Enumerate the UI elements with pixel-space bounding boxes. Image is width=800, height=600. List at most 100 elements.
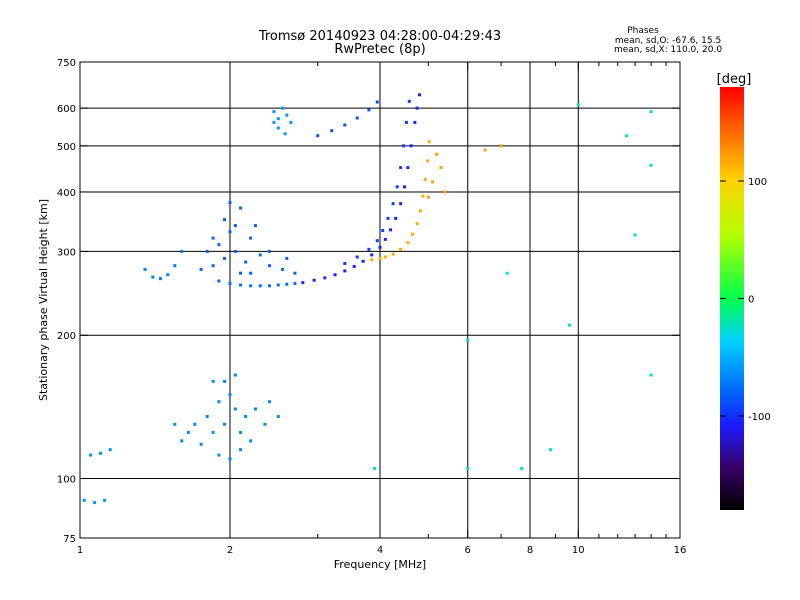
y-tick-label-750: 750 [57, 58, 76, 69]
data-points [82, 93, 653, 505]
data-point-s2-p10 [404, 120, 408, 124]
data-point-s6-p4 [276, 126, 280, 130]
data-point-s2-p7 [395, 185, 399, 189]
data-point-s3-p12 [427, 140, 431, 144]
y-tick-label-200: 200 [57, 331, 76, 342]
data-point-s10-p0 [435, 152, 439, 156]
data-point-s1-p9 [383, 237, 387, 241]
data-point-s2-p2 [367, 247, 371, 251]
data-point-s0-p5 [276, 283, 280, 287]
data-point-s2-p1 [355, 255, 359, 259]
data-point-s3-p3 [391, 252, 395, 256]
data-point-s5-p21 [285, 256, 289, 260]
chart-subtitle: RwPretec (8p) [334, 42, 425, 57]
data-point-s8-p8 [249, 439, 253, 443]
data-point-s4-p2 [343, 123, 347, 127]
data-point-s7-p1 [151, 275, 155, 279]
data-point-s3-p10 [423, 177, 427, 181]
data-point-s6-p0 [272, 110, 276, 114]
data-point-s11-p0 [466, 338, 470, 342]
data-point-s5-p23 [211, 236, 215, 240]
data-point-s5-p14 [281, 267, 285, 271]
y-tick-labels: 75 100 200 300 400 500 600 750 [57, 58, 76, 545]
data-point-s3-p11 [425, 159, 429, 163]
phases-x-stats: mean, sd,X: 110.0, 20.0 [614, 45, 722, 55]
data-point-s2-p6 [391, 202, 395, 206]
data-point-s11-p7 [649, 163, 653, 167]
phases-heading: Phases [627, 26, 659, 36]
data-point-s0-p7 [293, 281, 297, 285]
data-point-s8-p12 [217, 453, 221, 457]
data-point-s5-p5 [233, 249, 237, 253]
x-tick-label-16: 16 [674, 545, 687, 556]
data-point-s3-p0 [370, 258, 374, 262]
data-point-s1-p2 [323, 276, 327, 280]
data-point-s8-p20 [233, 373, 237, 377]
data-point-s1-p15 [409, 144, 413, 148]
data-point-s3-p2 [383, 255, 387, 259]
data-point-s8-p15 [253, 407, 257, 411]
x-axis-label: Frequency [MHz] [334, 558, 426, 571]
data-point-s11-p10 [549, 448, 553, 452]
data-point-s8-p7 [244, 414, 248, 418]
data-point-s3-p6 [411, 232, 415, 236]
data-point-s9-p4 [93, 501, 97, 505]
data-point-s9-p0 [89, 453, 93, 457]
data-point-s0-p2 [249, 284, 253, 288]
data-point-s1-p4 [343, 269, 347, 273]
data-point-s8-p11 [186, 430, 190, 434]
data-point-s11-p1 [466, 466, 470, 470]
data-point-s1-p10 [389, 228, 393, 232]
data-point-s5-p3 [223, 256, 227, 260]
data-point-s11-p3 [567, 323, 571, 327]
data-point-s8-p9 [199, 442, 203, 446]
data-point-s8-p5 [233, 407, 237, 411]
data-point-s1-p1 [312, 278, 316, 282]
data-point-s5-p8 [249, 236, 253, 240]
data-point-s6-p2 [281, 106, 285, 110]
data-point-s1-p6 [361, 259, 365, 263]
data-point-s5-p15 [293, 271, 297, 275]
data-point-s1-p12 [399, 202, 403, 206]
data-point-s8-p4 [228, 393, 232, 397]
data-point-s7-p4 [173, 264, 177, 268]
data-point-s9-p5 [103, 498, 107, 502]
gridlines [80, 62, 680, 538]
data-point-s0-p1 [239, 283, 243, 287]
data-point-s2-p9 [402, 144, 406, 148]
data-point-s5-p7 [244, 260, 248, 264]
data-point-s8-p13 [228, 457, 232, 461]
phases-o-stats: mean, sd,O: -67.6, 15.5 [615, 36, 721, 46]
x-tick-labels: 1 2 4 6 8 10 16 [77, 545, 687, 556]
y-tick-label-600: 600 [57, 104, 76, 115]
data-point-s9-p2 [108, 448, 112, 452]
colorbar-tick-label-100: 100 [748, 177, 767, 188]
data-point-s2-p4 [381, 228, 385, 232]
x-tick-label-2: 2 [227, 545, 233, 556]
data-point-s1-p13 [403, 185, 407, 189]
y-tick-label-75: 75 [63, 534, 76, 545]
data-point-s5-p20 [267, 249, 271, 253]
data-point-s8-p19 [223, 379, 227, 383]
data-point-s3-p1 [378, 256, 382, 260]
data-point-s6-p3 [285, 113, 289, 117]
data-point-s11-p8 [633, 233, 637, 237]
data-point-s11-p6 [649, 110, 653, 114]
data-point-s11-p2 [505, 271, 509, 275]
data-point-s8-p17 [267, 400, 271, 404]
data-point-s8-p2 [217, 400, 221, 404]
colorbar-ticks: 100 0 -100 [720, 177, 771, 423]
data-point-s2-p8 [399, 166, 403, 170]
data-point-s5-p13 [267, 264, 271, 268]
colorbar-label: [deg] [717, 72, 752, 87]
data-point-s2-p5 [386, 216, 390, 220]
data-point-s7-p0 [143, 267, 147, 271]
data-point-s1-p14 [406, 166, 410, 170]
data-point-s1-p7 [370, 253, 374, 257]
data-point-s7-p5 [180, 249, 184, 253]
data-point-s6-p7 [272, 120, 276, 124]
data-point-s8-p1 [211, 430, 215, 434]
data-point-s4-p1 [330, 129, 334, 133]
y-tick-label-400: 400 [57, 188, 76, 199]
